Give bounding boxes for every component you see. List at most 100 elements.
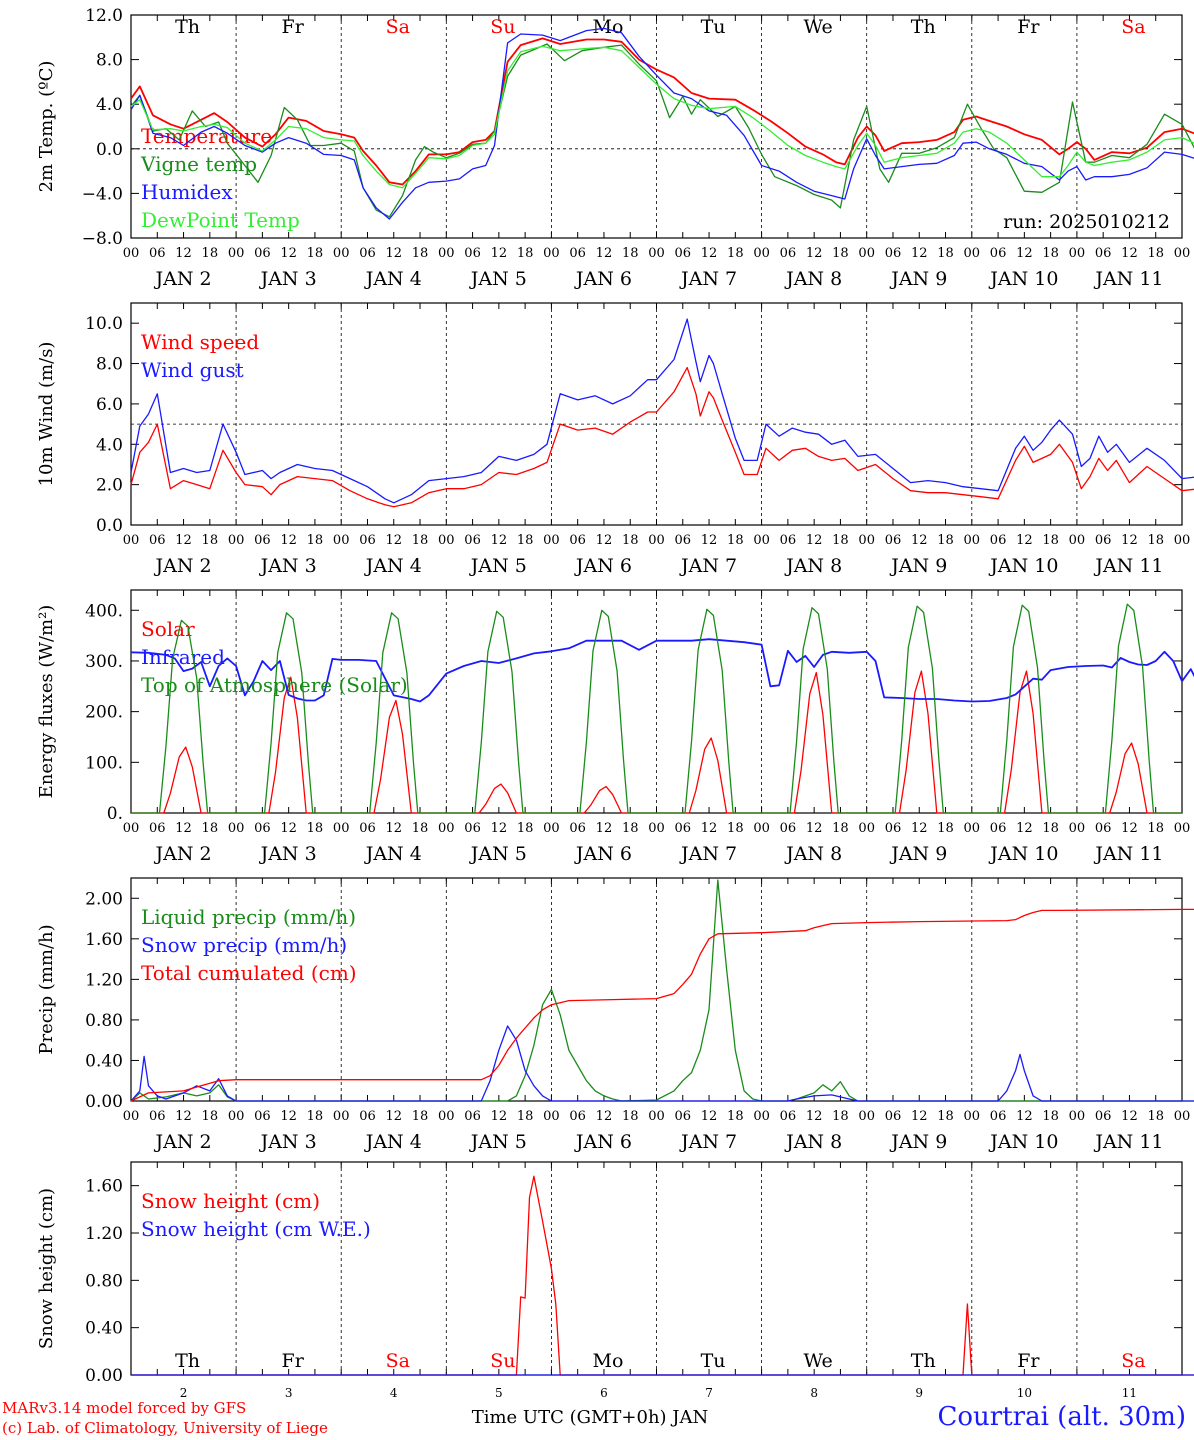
date-label: JAN 9 <box>889 1131 947 1153</box>
hour-tick-label: 06 <box>990 821 1007 836</box>
hour-tick-label: 12 <box>1016 1109 1033 1124</box>
hour-tick-label: 12 <box>806 533 823 548</box>
hour-tick-label: 00 <box>1174 1109 1191 1124</box>
y-tick-label: 0.00 <box>85 1366 123 1386</box>
hour-tick-label: 12 <box>491 246 508 261</box>
y-tick-label: 0. <box>107 804 123 824</box>
day-name: Sa <box>386 16 410 38</box>
hour-tick-label: 00 <box>964 533 981 548</box>
hour-tick-label: 00 <box>648 246 665 261</box>
date-label: JAN 4 <box>364 268 422 290</box>
hour-tick-label: 00 <box>858 533 875 548</box>
hour-tick-label: 12 <box>491 1109 508 1124</box>
legend-entry: Temperature <box>141 124 272 148</box>
hour-tick-label: 06 <box>254 533 271 548</box>
hour-tick-label: 18 <box>517 533 534 548</box>
hour-tick-label: 12 <box>175 1109 192 1124</box>
hour-tick-label: 00 <box>123 533 140 548</box>
hour-tick-label: 06 <box>254 821 271 836</box>
date-label: JAN 8 <box>784 1131 842 1153</box>
hour-tick-label: 12 <box>596 1109 613 1124</box>
hour-tick-label: 12 <box>596 821 613 836</box>
hour-tick-label: 12 <box>596 533 613 548</box>
y-tick-label: 0.80 <box>85 1011 123 1031</box>
series-line-dewpoint-temp <box>130 45 1194 189</box>
date-label: JAN 2 <box>154 268 212 290</box>
y-tick-label: 300. <box>85 652 123 672</box>
hour-tick-label: 12 <box>701 246 718 261</box>
hour-tick-label: 00 <box>753 1109 770 1124</box>
date-label: JAN 10 <box>988 1131 1058 1153</box>
hour-tick-label: 00 <box>1069 246 1086 261</box>
hour-tick-label: 18 <box>1042 533 1059 548</box>
series-line-top-of-atmosphere-solar <box>131 603 1182 814</box>
panel-4: 0.00 0.40 0.80 1.20 1.60 2.00 Precip (mm/h) 00 0… <box>36 877 1194 1153</box>
hour-tick-label: 06 <box>780 1109 797 1124</box>
hour-tick-label: 00 <box>1069 821 1086 836</box>
hour-tick-label: 18 <box>937 246 954 261</box>
series-line-snow-precip-mm-h <box>130 1025 1194 1102</box>
hour-tick-label: 06 <box>675 821 692 836</box>
y-tick-label: 1.60 <box>85 1177 123 1197</box>
hour-tick-label: 12 <box>806 246 823 261</box>
date-number: 11 <box>1122 1386 1137 1400</box>
hour-tick-label: 12 <box>385 1109 402 1124</box>
credit-lab: (c) Lab. of Climatology, University of L… <box>2 1419 328 1437</box>
hour-tick-label: 06 <box>780 533 797 548</box>
date-label: JAN 6 <box>574 555 632 577</box>
date-label: JAN 6 <box>574 843 632 865</box>
hour-tick-label: 18 <box>727 246 744 261</box>
date-label: JAN 10 <box>988 268 1058 290</box>
date-label: JAN 9 <box>889 268 947 290</box>
hour-tick-label: 18 <box>727 821 744 836</box>
hour-tick-label: 00 <box>753 246 770 261</box>
hour-tick-label: 18 <box>1147 1109 1164 1124</box>
day-name: Sa <box>386 1350 410 1372</box>
hour-tick-label: 00 <box>964 246 981 261</box>
day-name: Mo <box>592 1350 623 1372</box>
hour-tick-label: 06 <box>780 246 797 261</box>
hour-tick-label: 18 <box>622 1109 639 1124</box>
date-label: JAN 11 <box>1093 1131 1163 1153</box>
hour-tick-label: 06 <box>990 533 1007 548</box>
hour-tick-label: 00 <box>543 1109 560 1124</box>
date-number: 7 <box>705 1386 713 1400</box>
y-tick-label: 12.0 <box>85 6 123 26</box>
legend-entry: Snow precip (mm/h) <box>141 933 347 957</box>
hour-tick-label: 18 <box>1147 533 1164 548</box>
date-label: JAN 11 <box>1093 555 1163 577</box>
hour-tick-label: 18 <box>727 1109 744 1124</box>
y-tick-label: 4.0 <box>96 435 123 455</box>
date-label: JAN 2 <box>154 1131 212 1153</box>
date-label: JAN 9 <box>889 555 947 577</box>
hour-tick-label: 12 <box>1121 1109 1138 1124</box>
y-tick-label: 6.0 <box>96 395 123 415</box>
hour-tick-label: 00 <box>543 246 560 261</box>
hour-tick-label: 12 <box>175 246 192 261</box>
hour-tick-label: 12 <box>701 533 718 548</box>
legend-entry: Snow height (cm W.E.) <box>141 1217 371 1241</box>
hour-tick-label: 00 <box>648 821 665 836</box>
y-tick-label: 8.0 <box>96 51 123 71</box>
hour-tick-label: 12 <box>911 533 928 548</box>
hour-tick-label: 12 <box>175 821 192 836</box>
time-axis-title: Time UTC (GMT+0h) JAN <box>472 1407 709 1428</box>
date-number: 10 <box>1017 1386 1032 1400</box>
plot-frame <box>130 589 1183 814</box>
hour-tick-label: 06 <box>675 246 692 261</box>
date-label: JAN 8 <box>784 555 842 577</box>
hour-tick-label: 06 <box>464 246 481 261</box>
hour-tick-label: 18 <box>412 533 429 548</box>
station-name: Courtrai (alt. 30m) <box>937 1402 1187 1432</box>
date-number: 4 <box>390 1386 398 1400</box>
hour-tick-label: 18 <box>412 821 429 836</box>
day-name: Fr <box>282 16 305 38</box>
hour-tick-label: 06 <box>1095 246 1112 261</box>
y-axis-label: Energy fluxes (W/m²) <box>36 605 57 799</box>
credit-model: MARv3.14 model forced by GFS <box>2 1399 247 1417</box>
y-tick-label: 8.0 <box>96 355 123 375</box>
hour-tick-label: 06 <box>675 533 692 548</box>
hour-tick-label: 06 <box>149 1109 166 1124</box>
legend-entry: Wind speed <box>141 330 259 354</box>
hour-tick-label: 00 <box>1069 533 1086 548</box>
